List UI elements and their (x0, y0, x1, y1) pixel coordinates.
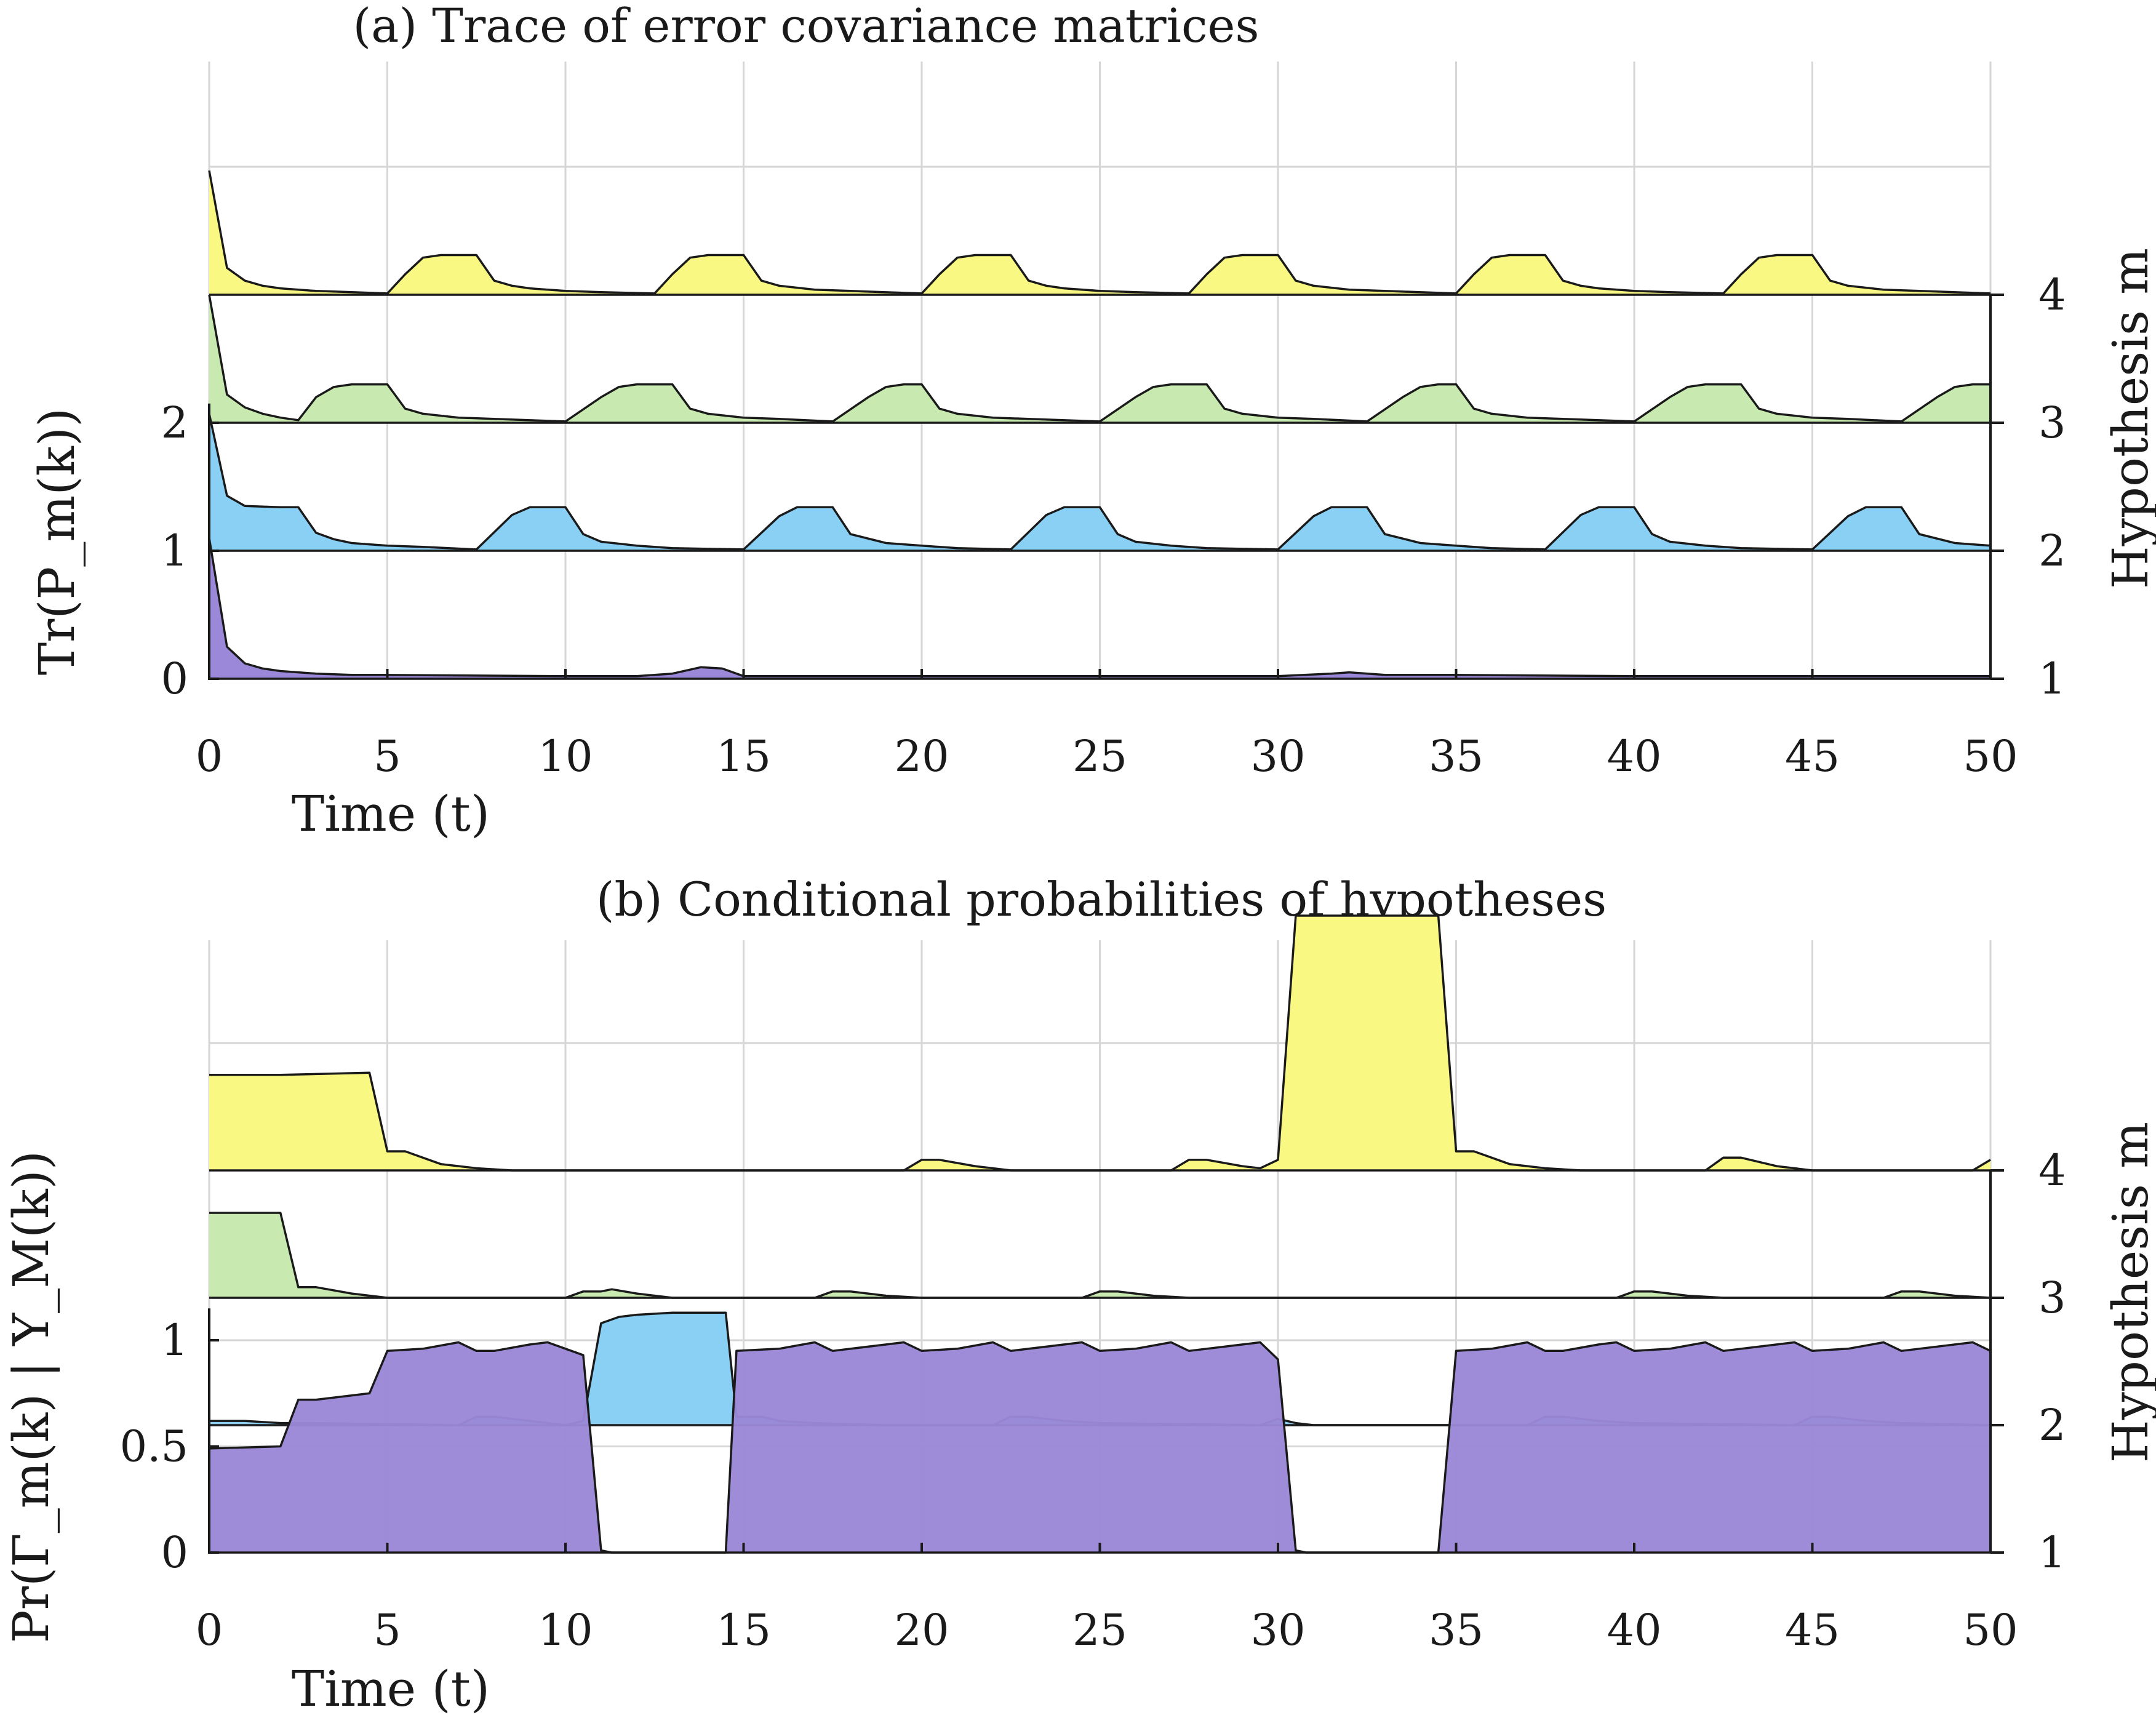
x-tick-label: 35 (1429, 1605, 1483, 1655)
panel-b-y-label: Pr(Γ_m(k) | Y_M(k)) (2, 1151, 60, 1643)
x-tick-label: 25 (1072, 731, 1127, 782)
panel-b-x-ticks: 0 5 10 15 20 25 30 35 40 45 50 (196, 1543, 2018, 1655)
x-tick-label: 30 (1250, 731, 1305, 782)
right-tick-label: 2 (2038, 1400, 2066, 1450)
line-hypothesis-1 (208, 537, 1990, 678)
right-tick-label: 4 (2038, 270, 2066, 320)
panel-b-x-label: Time (t) (292, 1660, 490, 1717)
right-tick-label: 1 (2038, 654, 2066, 704)
x-tick-label: 0 (196, 1605, 223, 1655)
panel-a-x-label: Time (t) (292, 785, 490, 842)
y-tick-label: 2 (161, 398, 188, 448)
panel-a-trace: (a) Trace of error covariance matrices 0… (28, 0, 2156, 842)
area-hypothesis-1 (209, 1342, 1990, 1553)
x-tick-label: 40 (1607, 731, 1661, 782)
panel-b-y-ticks: 00.51 (120, 1315, 219, 1578)
area-hypothesis-3 (209, 295, 1990, 423)
panel-a-axes (208, 295, 1992, 680)
line-hypothesis-2 (208, 414, 1991, 551)
panel-b-right-ticks: 1 2 3 4 (1990, 1145, 2066, 1578)
panel-b-areas (209, 914, 1991, 1554)
panel-a-title: (a) Trace of error covariance matrices (353, 0, 1260, 53)
panel-b-axes (208, 1170, 1992, 1554)
y-tick-label: 0.5 (120, 1421, 188, 1472)
right-tick-label: 3 (2038, 398, 2066, 448)
panel-a-right-ticks: 1 2 3 4 (1990, 270, 2066, 704)
x-tick-label: 10 (538, 1605, 593, 1655)
panel-a-y-ticks: 0 1 2 (161, 398, 219, 704)
line-hypothesis-4 (209, 914, 1991, 1172)
x-tick-label: 5 (373, 731, 401, 782)
line-hypothesis-3 (208, 294, 1990, 423)
y-tick-label: 1 (161, 526, 188, 576)
panel-b-right-label: Hypothesis m (2102, 1122, 2156, 1463)
line-hypothesis-1 (209, 1341, 1991, 1554)
x-tick-label: 15 (716, 1605, 771, 1655)
x-tick-label: 20 (894, 1605, 949, 1655)
x-tick-label: 45 (1785, 1605, 1840, 1655)
area-hypothesis-2 (209, 1313, 1990, 1425)
x-tick-label: 20 (894, 731, 949, 782)
panel-a-x-ticks: 0 5 10 15 20 25 30 35 40 45 50 (196, 669, 2018, 782)
x-tick-label: 0 (196, 731, 223, 782)
panel-a-areas (208, 170, 1991, 680)
x-tick-label: 25 (1072, 1605, 1127, 1655)
panel-a-right-label: Hypothesis m (2102, 248, 2156, 589)
y-tick-label: 0 (161, 1527, 188, 1578)
right-tick-label: 2 (2038, 526, 2066, 576)
x-tick-label: 15 (716, 731, 771, 782)
right-tick-label: 3 (2038, 1273, 2066, 1323)
panel-a-grid (208, 62, 1992, 680)
x-tick-label: 50 (1963, 731, 2018, 782)
panel-b-title: (b) Conditional probabilities of hypothe… (596, 872, 1607, 927)
x-tick-label: 45 (1785, 731, 1840, 782)
y-tick-label: 0 (161, 654, 188, 704)
right-tick-label: 4 (2038, 1145, 2066, 1196)
area-hypothesis-2 (209, 414, 1990, 551)
x-tick-label: 30 (1250, 1605, 1305, 1655)
area-hypothesis-4 (209, 170, 1990, 295)
y-tick-label: 1 (161, 1315, 188, 1365)
x-tick-label: 40 (1607, 1605, 1661, 1655)
x-tick-label: 50 (1963, 1605, 2018, 1655)
x-tick-label: 35 (1429, 731, 1483, 782)
x-tick-label: 5 (373, 1605, 401, 1655)
x-tick-label: 10 (538, 731, 593, 782)
line-hypothesis-4 (208, 170, 1991, 295)
right-tick-label: 1 (2038, 1527, 2066, 1578)
panel-a-y-label: Tr(P_m(k)) (28, 408, 86, 676)
panel-b-probabilities: (b) Conditional probabilities of hypothe… (2, 872, 2156, 1717)
